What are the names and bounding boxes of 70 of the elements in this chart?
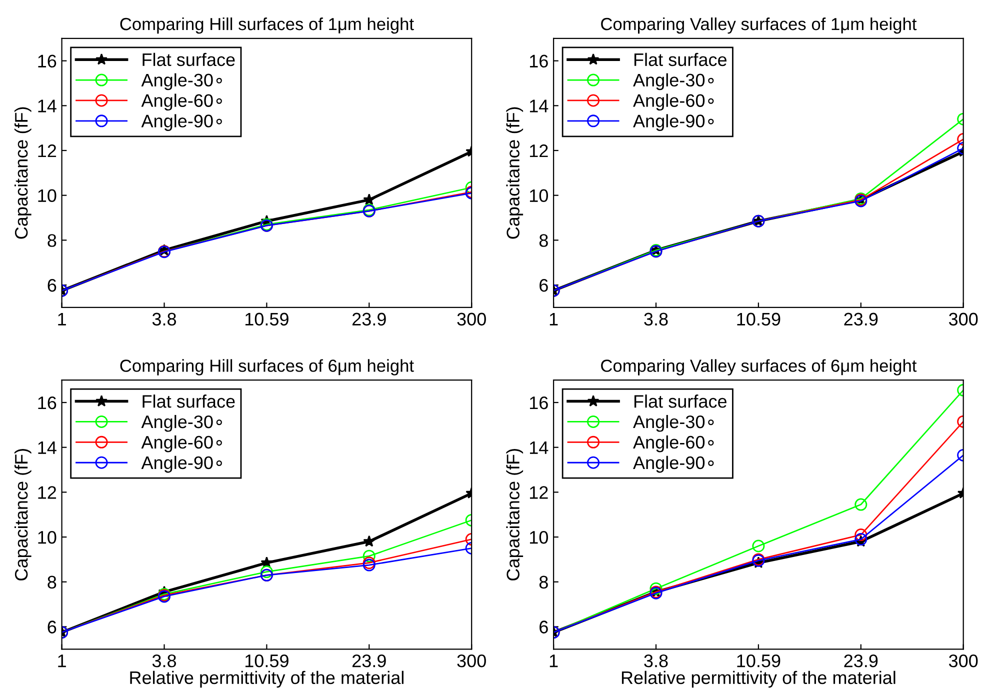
- x-tick-label: 1: [58, 654, 66, 668]
- y-tick-label: 12: [530, 144, 548, 158]
- legend-label: Flat surface: [142, 52, 235, 66]
- y-tick-label: 12: [530, 486, 548, 499]
- y-tick-label: 10: [38, 189, 56, 202]
- y-tick-label: 6: [48, 278, 56, 292]
- legend-label: Flat surface: [142, 394, 235, 408]
- y-tick-label: 8: [48, 576, 56, 589]
- y-tick-label: 8: [539, 234, 548, 247]
- legend-label: Angle-30∘: [141, 73, 222, 90]
- x-tick-label: 23.9: [844, 654, 878, 668]
- y-tick-label: 12: [38, 486, 56, 499]
- legend-label: Angle-90∘: [633, 114, 714, 131]
- x-tick-label: 1: [58, 312, 66, 326]
- y-axis-title: Capacitance (fF): [14, 107, 32, 239]
- legend-label: Angle-30∘: [633, 73, 714, 90]
- x-tick-label: 300: [457, 654, 486, 668]
- x-tick-label: 3.8: [152, 312, 176, 326]
- y-tick-label: 16: [530, 396, 548, 410]
- x-tick-label: 300: [457, 312, 486, 326]
- legend-label: Flat surface: [634, 52, 727, 66]
- x-tick-label: 10.59: [737, 312, 780, 326]
- x-axis-title: Relative permittivity of the material: [622, 670, 896, 688]
- x-axis-title: Relative permittivity of the material: [130, 670, 404, 688]
- x-tick-label: 3.8: [644, 654, 668, 668]
- chart-title: Comparing Hill surfaces of 6μm height: [120, 359, 414, 376]
- y-tick-label: 14: [530, 100, 548, 112]
- legend-label: Angle-60∘: [633, 94, 714, 111]
- legend-label: Angle-60∘: [141, 94, 222, 111]
- y-tick-label: 16: [530, 54, 548, 68]
- x-tick-label: 1: [550, 654, 558, 668]
- y-tick-label: 6: [48, 620, 56, 634]
- x-tick-label: 10.59: [737, 654, 780, 668]
- chart-title: Comparing Valley surfaces of 1μm height: [601, 17, 917, 34]
- x-tick-label: 10.59: [245, 312, 288, 326]
- legend-label: Flat surface: [634, 394, 727, 408]
- x-tick-label: 3.8: [644, 312, 668, 326]
- y-tick-label: 10: [530, 189, 548, 202]
- x-tick-label: 10.59: [245, 654, 288, 668]
- y-tick-label: 6: [540, 278, 548, 292]
- y-tick-label: 8: [539, 576, 548, 589]
- y-axis-title: Capacitance (fF): [14, 449, 32, 580]
- x-tick-label: 300: [948, 312, 978, 326]
- y-tick-label: 6: [540, 620, 548, 634]
- y-tick-label: 16: [38, 54, 56, 68]
- y-tick-label: 8: [48, 234, 56, 247]
- y-axis-title: Capacitance (fF): [506, 107, 524, 239]
- legend-label: Angle-90∘: [141, 456, 222, 473]
- legend-label: Angle-90∘: [633, 456, 714, 473]
- y-tick-label: 14: [38, 441, 56, 454]
- legend-label: Angle-30∘: [633, 414, 714, 432]
- legend-label: Angle-60∘: [141, 435, 222, 452]
- y-tick-label: 10: [530, 530, 548, 544]
- legend-label: Angle-90∘: [141, 114, 222, 131]
- y-tick-label: 16: [38, 396, 56, 410]
- x-tick-label: 3.8: [152, 654, 176, 668]
- x-tick-label: 1: [550, 312, 558, 326]
- y-tick-label: 14: [38, 100, 56, 112]
- chart-title: Comparing Valley surfaces of 6μm height: [601, 359, 917, 376]
- y-tick-label: 10: [38, 530, 56, 544]
- chart-title: Comparing Hill surfaces of 1μm height: [120, 17, 414, 34]
- x-tick-label: 300: [948, 654, 978, 668]
- x-tick-label: 23.9: [352, 654, 386, 668]
- x-tick-label: 23.9: [352, 312, 386, 326]
- legend-label: Angle-60∘: [633, 435, 714, 452]
- legend-label: Angle-30∘: [141, 414, 222, 432]
- y-axis-title: Capacitance (fF): [506, 449, 524, 580]
- y-tick-label: 12: [38, 144, 56, 158]
- x-tick-label: 23.9: [844, 312, 878, 326]
- y-tick-label: 14: [530, 441, 548, 454]
